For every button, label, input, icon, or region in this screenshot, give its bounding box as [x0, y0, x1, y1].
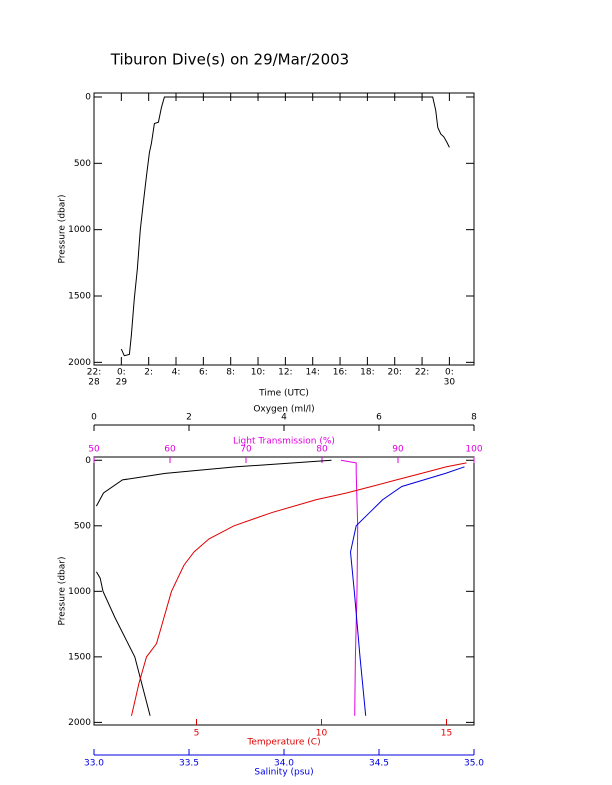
x-tick-label: 6:	[199, 368, 208, 378]
profile-line	[131, 462, 467, 716]
profile-line	[349, 466, 465, 716]
x-tick-label: 30	[444, 378, 456, 388]
y-tick-label: 500	[74, 521, 91, 531]
x-tick-label: 10	[316, 729, 328, 739]
y-tick-label: 2000	[68, 718, 91, 728]
x-tick-label: 18:	[360, 368, 374, 378]
profile-line	[340, 459, 359, 716]
x-tick-label: 33.0	[84, 759, 104, 769]
x-tick-label: 4:	[172, 368, 181, 378]
x-tick-label: 50	[88, 445, 100, 455]
x-tick-label: 80	[316, 445, 328, 455]
y-tick-label: 1500	[68, 652, 91, 662]
x-tick-label: 34.0	[274, 759, 294, 769]
x-tick-label: 0	[91, 413, 97, 423]
y-axis-label: Pressure (dbar)	[58, 557, 68, 626]
y-tick-label: 1000	[68, 587, 91, 597]
x-axis-label: Salinity (psu)	[254, 768, 313, 778]
y-axis-label: Pressure (dbar)	[58, 195, 68, 264]
x-axis-label: Oxygen (ml/l)	[253, 405, 314, 415]
x-tick-label: 2	[186, 413, 192, 423]
x-tick-label: 35.0	[464, 759, 484, 769]
x-axis-label: Temperature (C)	[246, 738, 320, 748]
x-axis-label: Light Transmission (%)	[233, 437, 335, 447]
y-tick-label: 2000	[68, 358, 91, 368]
y-tick-label: 1500	[68, 292, 91, 302]
y-tick-label: 1000	[68, 225, 91, 235]
plot-frame	[93, 456, 475, 726]
x-tick-label: 70	[240, 445, 252, 455]
x-tick-label: 10:	[251, 368, 265, 378]
x-tick-label: 4	[281, 413, 287, 423]
x-tick-label: 0:	[445, 368, 454, 378]
x-tick-label: 0:	[117, 368, 126, 378]
x-tick-label: 34.5	[369, 759, 389, 769]
x-tick-label: 12:	[278, 368, 292, 378]
x-tick-label: 6	[376, 413, 382, 423]
x-tick-label: 14:	[305, 368, 319, 378]
plot-frame	[93, 92, 475, 366]
profile-line	[95, 459, 332, 716]
x-tick-label: 5	[194, 729, 200, 739]
x-tick-label: 90	[392, 445, 404, 455]
x-tick-label: 16:	[333, 368, 347, 378]
x-tick-label: 15	[441, 729, 452, 739]
x-tick-label: 100	[465, 445, 482, 455]
x-tick-label: 2:	[144, 368, 153, 378]
x-tick-label: 29	[116, 378, 128, 388]
x-tick-label: 8	[471, 413, 477, 423]
x-axis-label: Time (UTC)	[258, 389, 309, 399]
x-tick-label: 33.5	[179, 759, 199, 769]
y-tick-label: 0	[85, 456, 91, 466]
y-tick-label: 0	[85, 92, 91, 102]
pressure-line	[120, 96, 450, 357]
y-tick-label: 500	[74, 159, 91, 169]
x-tick-label: 20:	[387, 368, 401, 378]
x-tick-label: 22:	[87, 368, 101, 378]
x-tick-label: 60	[164, 445, 176, 455]
x-tick-label: 8:	[226, 368, 235, 378]
x-tick-label: 22:	[415, 368, 429, 378]
x-tick-label: 28	[88, 378, 100, 388]
chart-title: Tiburon Dive(s) on 29/Mar/2003	[110, 51, 349, 69]
